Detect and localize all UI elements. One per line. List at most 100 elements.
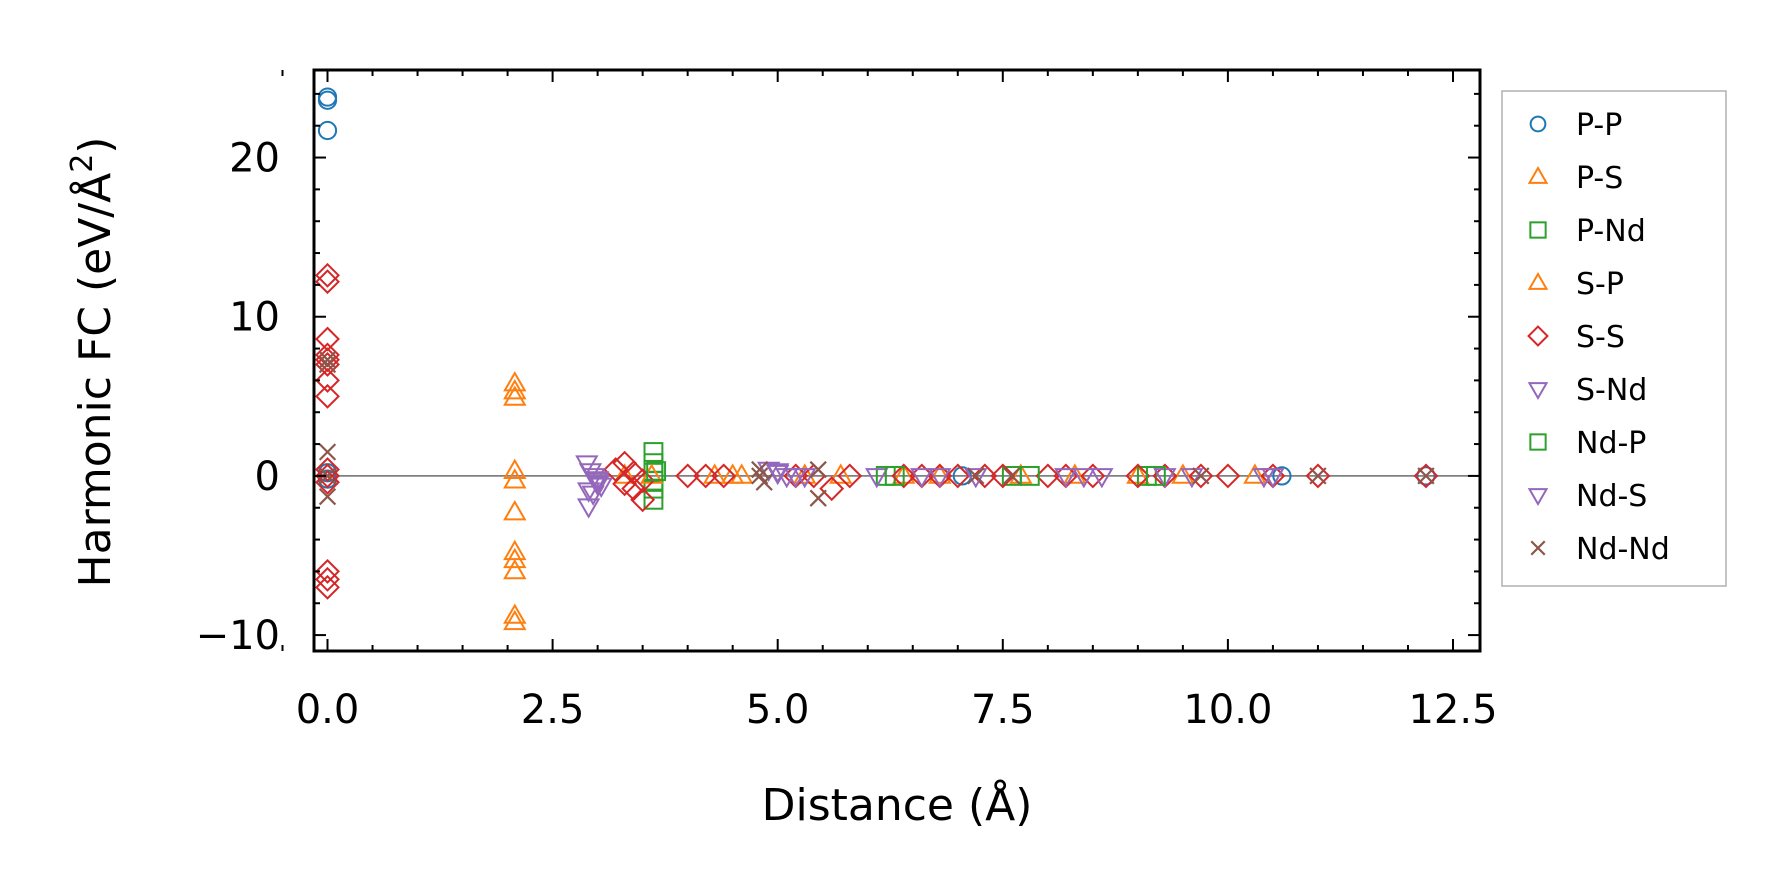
data-point bbox=[318, 351, 337, 369]
data-point bbox=[503, 385, 527, 406]
legend-label: P-Nd bbox=[1576, 214, 1646, 249]
data-point bbox=[1063, 463, 1087, 484]
legend-marker bbox=[1530, 540, 1546, 556]
legend-item-s-p: S-P bbox=[1527, 267, 1624, 302]
data-point bbox=[1035, 463, 1061, 489]
data-point bbox=[1054, 468, 1078, 489]
legend-item-nd-nd: Nd-Nd bbox=[1530, 532, 1670, 567]
legend: P-P P-S P-Nd S-P S-S S-Nd Nd-P Nd-S Nd-Nd bbox=[1501, 90, 1727, 587]
data-point bbox=[315, 566, 340, 592]
y-tick-label: 0 bbox=[255, 454, 280, 500]
legend-marker bbox=[1529, 221, 1547, 239]
series-nd-nd bbox=[318, 351, 1435, 507]
legend-label: S-S bbox=[1576, 320, 1625, 355]
data-point bbox=[1180, 468, 1204, 489]
data-point bbox=[1215, 463, 1241, 489]
plot-frame bbox=[312, 68, 1482, 653]
legend-marker bbox=[1527, 488, 1549, 507]
legend-marker bbox=[1527, 165, 1549, 184]
data-point bbox=[1261, 468, 1285, 489]
data-point bbox=[765, 463, 790, 484]
x-tick-label: 10.0 bbox=[1183, 687, 1272, 733]
data-point bbox=[1125, 463, 1151, 489]
data-point bbox=[1305, 463, 1331, 489]
data-point bbox=[809, 489, 827, 507]
data-point bbox=[1417, 467, 1435, 485]
data-point bbox=[945, 463, 971, 489]
x-tick-label: 5.0 bbox=[746, 687, 810, 733]
data-point bbox=[315, 469, 340, 495]
data-point bbox=[317, 120, 338, 141]
data-point bbox=[503, 609, 527, 631]
legend-item-p-nd: P-Nd bbox=[1529, 214, 1646, 249]
data-point bbox=[1171, 463, 1195, 484]
data-point bbox=[643, 489, 664, 510]
plot-area bbox=[314, 70, 1480, 651]
data-point bbox=[865, 468, 889, 489]
legend-marker bbox=[1529, 115, 1547, 133]
data-point bbox=[315, 269, 340, 295]
data-point bbox=[646, 461, 667, 482]
data-point bbox=[910, 468, 934, 489]
data-point bbox=[1072, 468, 1096, 489]
data-point bbox=[612, 463, 637, 484]
data-point bbox=[585, 471, 610, 492]
data-point bbox=[315, 383, 340, 409]
data-point bbox=[1416, 466, 1436, 486]
y-axis-title-superscript: 2 bbox=[65, 154, 100, 173]
series-nd-s bbox=[585, 463, 1285, 497]
data-point bbox=[755, 473, 773, 491]
legend-label: Nd-Nd bbox=[1576, 532, 1670, 567]
data-point bbox=[503, 500, 527, 521]
data-point bbox=[1413, 463, 1439, 489]
data-point bbox=[967, 467, 985, 485]
y-tick-label: −10 bbox=[196, 613, 280, 659]
y-axis-title-main: Harmonic FC (eV/Å bbox=[68, 173, 121, 588]
y-tick-label: 10 bbox=[229, 295, 280, 341]
data-point bbox=[503, 371, 527, 392]
legend-label: S-Nd bbox=[1576, 373, 1647, 408]
data-point bbox=[576, 498, 601, 519]
legend-label: Nd-S bbox=[1576, 479, 1647, 514]
legend-marker bbox=[1529, 433, 1547, 451]
data-point bbox=[837, 463, 863, 489]
data-point bbox=[829, 463, 853, 484]
data-point bbox=[318, 487, 337, 506]
legend-item-p-p: P-P bbox=[1529, 108, 1622, 143]
x-tick-label: 2.5 bbox=[521, 687, 585, 733]
data-point bbox=[612, 471, 638, 497]
data-point bbox=[1192, 467, 1210, 485]
data-point bbox=[809, 460, 827, 479]
data-point bbox=[711, 463, 737, 489]
legend-item-s-s: S-S bbox=[1527, 320, 1625, 355]
data-point bbox=[891, 463, 917, 489]
data-point bbox=[1019, 465, 1040, 486]
data-point bbox=[972, 463, 998, 489]
axis-ticks bbox=[281, 70, 1480, 651]
legend-item-nd-p: Nd-P bbox=[1529, 426, 1646, 461]
data-point bbox=[964, 468, 988, 489]
data-point bbox=[643, 442, 664, 462]
data-point bbox=[884, 465, 905, 486]
data-point bbox=[928, 463, 952, 484]
data-point bbox=[503, 547, 527, 569]
legend-marker bbox=[1527, 382, 1549, 401]
y-axis-title-close: ) bbox=[70, 137, 121, 154]
legend-marker bbox=[1527, 325, 1549, 347]
data-point bbox=[318, 443, 337, 461]
y-axis-title: Harmonic FC (eV/Å2) bbox=[65, 137, 121, 588]
data-point bbox=[576, 482, 601, 503]
legend-label: Nd-P bbox=[1576, 426, 1646, 461]
data-point bbox=[503, 468, 527, 489]
data-marks bbox=[315, 87, 1439, 631]
data-point bbox=[729, 463, 754, 484]
data-point bbox=[315, 352, 340, 377]
data-point bbox=[315, 558, 340, 584]
data-point bbox=[1272, 466, 1292, 486]
data-point bbox=[315, 367, 340, 393]
data-point bbox=[318, 467, 337, 485]
data-point bbox=[318, 355, 337, 374]
data-point bbox=[675, 463, 701, 489]
data-point bbox=[793, 463, 817, 484]
